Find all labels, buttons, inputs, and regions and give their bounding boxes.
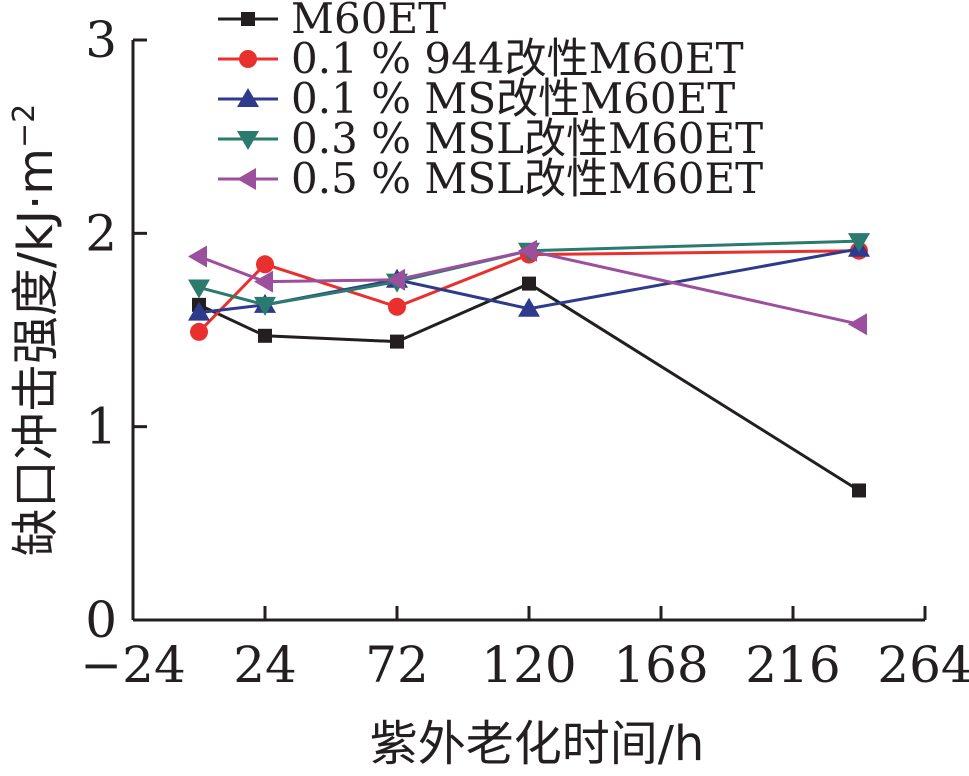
legend-marker [239,50,257,68]
legend-item-5: 0.5 % MSL改性M60ET [218,154,763,203]
data-point [522,276,536,291]
series-layer [188,233,870,498]
x-tick-label: −24 [80,636,186,694]
x-tick-label: 120 [481,636,576,694]
series-1 [192,276,866,498]
series-5 [188,239,867,336]
y-axis-title-exponent: −2 [7,104,42,148]
y-axis-title: 缺口冲击强度/kJ·m−2 [7,104,64,556]
data-point [852,483,866,498]
legend-item-4: 0.3 % MSL改性M60ET [218,114,763,163]
data-point [848,233,870,253]
legend-label: 0.3 % MSL改性M60ET [291,114,763,163]
y-tick-label: 3 [85,11,117,69]
data-point [390,334,404,349]
data-point [848,313,867,336]
data-point [256,255,274,274]
y-axis-title-main: 缺口冲击强度/kJ·m [8,148,64,556]
data-point [518,239,537,262]
data-point [386,268,405,291]
legend-marker [237,168,256,190]
legend-item-2: 0.1 % 944改性M60ET [218,34,744,83]
legend-item-1: M60ET [218,0,446,43]
y-tick-label: 0 [85,591,117,649]
x-tick-label: 216 [745,636,840,694]
x-axis-title: 紫外老化时间/h [370,716,705,772]
legend-label: 0.1 % 944改性M60ET [291,34,744,83]
legend-item-3: 0.1 % MS改性M60ET [218,74,735,123]
axes: 0 1 2 3 −24 24 72 120 168 216 264 [80,11,969,694]
data-point [518,297,540,317]
data-point [254,296,276,316]
x-tick-label: 168 [613,636,708,694]
y-tick-label: 2 [85,204,117,262]
legend-label: 0.5 % MSL改性M60ET [291,154,763,203]
legend-label: M60ET [291,0,446,43]
data-point [254,270,273,293]
y-tick-label: 1 [85,398,117,456]
legend-label: 0.1 % MS改性M60ET [291,74,735,123]
data-point [190,322,208,341]
legend-marker [241,12,255,26]
x-tick-label: 264 [877,636,969,694]
data-point [188,301,210,321]
data-point [188,279,210,299]
x-tick-label: 72 [365,636,429,694]
data-point [388,297,406,316]
data-point [258,328,272,343]
legend-marker [237,131,259,150]
x-tick-label: 24 [233,636,297,694]
data-point [188,245,207,268]
legend-marker [237,88,259,107]
